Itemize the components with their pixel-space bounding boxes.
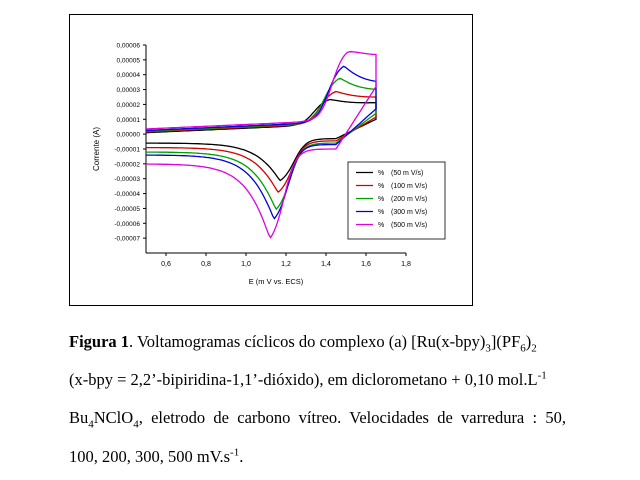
caption-sub: 2 xyxy=(531,342,537,355)
legend-symbol: % xyxy=(378,183,384,190)
y-tick-label: -0,00005 xyxy=(114,206,140,213)
legend-label-3: (200 m V/s) xyxy=(391,196,427,203)
y-tick-label: -0,00003 xyxy=(114,176,140,183)
caption-sub: 3 xyxy=(485,342,491,355)
caption-text: NClO xyxy=(93,408,134,427)
caption-sup: -1 xyxy=(537,369,547,382)
y-tick-label: 0,00005 xyxy=(117,57,141,64)
legend-label-1: (50 m V/s) xyxy=(391,170,423,177)
y-tick-label: 0,00000 xyxy=(117,132,141,139)
y-tick-label: 0,00001 xyxy=(117,117,141,124)
caption-line-1: Figura 1. Voltamogramas cíclicos do comp… xyxy=(69,332,569,355)
x-tick-label: 1,6 xyxy=(361,261,371,268)
caption-text: . xyxy=(239,447,244,466)
legend-symbol: % xyxy=(378,170,384,177)
y-tick-label: 0,00006 xyxy=(117,43,141,50)
caption-text: ](PF xyxy=(490,332,521,351)
x-tick-label: 1,0 xyxy=(241,261,251,268)
y-tick-label: -0,00002 xyxy=(114,161,140,168)
caption-text: Bu xyxy=(69,408,89,427)
caption-sub: 4 xyxy=(133,418,139,431)
x-tick-label: 1,2 xyxy=(281,261,291,268)
x-tick-label: 0,6 xyxy=(161,261,171,268)
legend-box xyxy=(347,161,446,240)
series-line-5 xyxy=(146,51,377,239)
legend-symbol: % xyxy=(378,196,384,203)
caption-sup: -1 xyxy=(230,446,240,459)
series-line-2 xyxy=(145,90,377,194)
legend-label-2: (100 m V/s) xyxy=(391,183,427,190)
y-tick-label: 0,00002 xyxy=(117,102,141,109)
caption-text: ) xyxy=(525,332,532,351)
caption-sub: 4 xyxy=(88,418,94,431)
x-axis-label: E (m V vs. ECS) xyxy=(249,277,304,286)
legend-label-4: (300 m V/s) xyxy=(391,209,427,216)
caption-line-2: (x-bpy = 2,2’-bipiridina-1,1’-dióxido), … xyxy=(69,370,569,390)
legend-symbol: % xyxy=(378,222,384,229)
y-tick-label: -0,00007 xyxy=(114,236,140,243)
caption-label: Figura 1 xyxy=(69,332,130,351)
caption-text: , eletrodo de carbono vítreo. Velocidade… xyxy=(138,408,566,427)
caption-text: 100, 200, 300, 500 mV.s xyxy=(69,447,231,466)
caption-line-3: Bu4NClO4, eletrodo de carbono vítreo. Ve… xyxy=(69,408,566,431)
x-tick-label: 1,8 xyxy=(401,261,411,268)
series-line-4 xyxy=(145,65,377,220)
x-tick-label: 0,8 xyxy=(201,261,211,268)
y-tick-label: -0,00001 xyxy=(114,147,140,154)
caption-text: (x-bpy = 2,2’-bipiridina-1,1’-dióxido), … xyxy=(69,370,538,389)
caption-text: . Voltamogramas cíclicos do complexo (a)… xyxy=(129,332,486,351)
y-tick-label: -0,00004 xyxy=(114,191,140,198)
y-axis-label: Corrente (A) xyxy=(92,127,101,171)
caption-sub: 6 xyxy=(520,342,526,355)
cyclic-voltammogram-chart: 0,00006 0,00005 0,00004 0,00003 0,00002 0,000… xyxy=(92,43,446,286)
x-tick-label: 1,4 xyxy=(321,261,331,268)
legend-label-5: (500 m V/s) xyxy=(391,222,427,229)
y-tick-label: 0,00004 xyxy=(117,72,141,79)
figure-frame: 0,00006 0,00005 0,00004 0,00003 0,00002 0,000… xyxy=(69,14,473,306)
y-tick-label: -0,00006 xyxy=(114,221,140,228)
legend-symbol: % xyxy=(378,209,384,216)
caption-line-4: 100, 200, 300, 500 mV.s-1. xyxy=(69,447,569,467)
y-tick-label: 0,00003 xyxy=(117,87,141,94)
